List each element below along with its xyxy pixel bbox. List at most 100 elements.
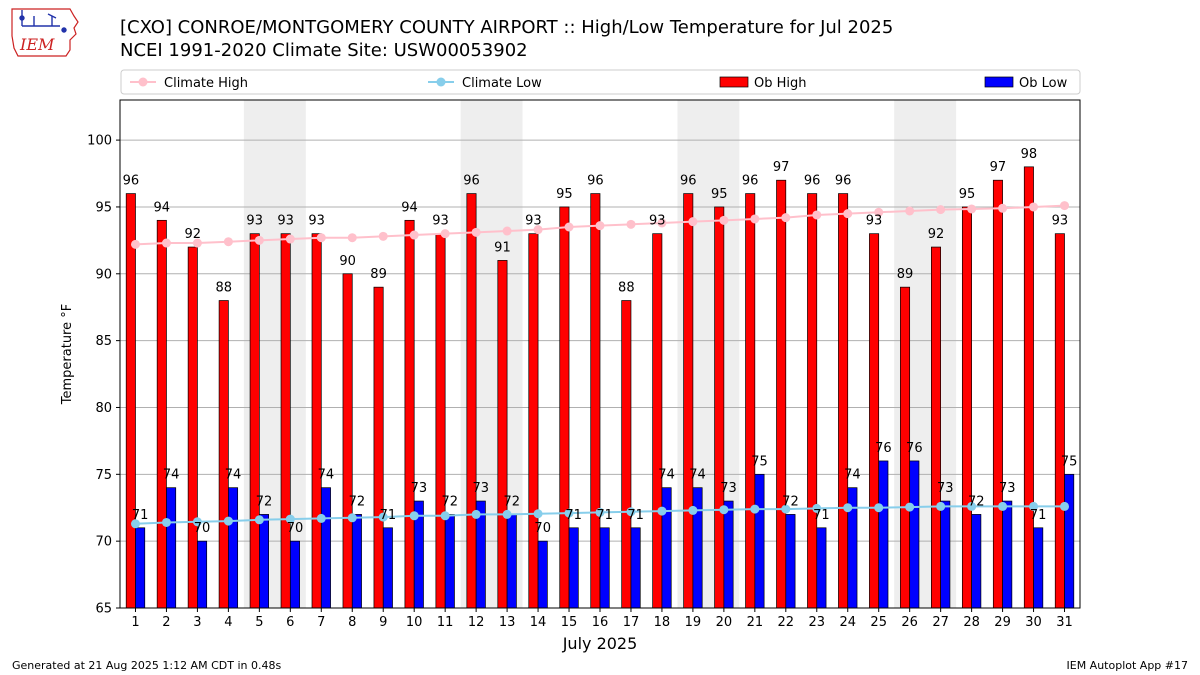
climate-high-point bbox=[564, 222, 574, 232]
logo-text: IEM bbox=[19, 35, 55, 54]
ob-high-value-label: 93 bbox=[432, 214, 449, 229]
climate-high-point bbox=[533, 225, 543, 235]
climate-low-point bbox=[378, 512, 388, 522]
ob-low-bar bbox=[661, 487, 672, 609]
climate-high-point bbox=[1060, 201, 1070, 211]
ob-low-value-label: 72 bbox=[968, 494, 985, 509]
climate-high-point bbox=[688, 217, 698, 227]
ob-high-bar bbox=[466, 193, 477, 609]
legend-ob-low-label: Ob Low bbox=[1019, 76, 1068, 91]
ob-low-bar bbox=[568, 527, 579, 609]
ob-high-bar bbox=[559, 206, 570, 609]
ob-high-value-label: 94 bbox=[154, 200, 171, 215]
ob-low-bar bbox=[351, 514, 362, 609]
ob-low-bar bbox=[1033, 527, 1044, 609]
ob-high-bar bbox=[249, 233, 260, 609]
ob-high-bar bbox=[435, 233, 446, 609]
ob-high-bar bbox=[931, 246, 941, 609]
ob-high-value-label: 93 bbox=[649, 214, 666, 229]
climate-high-point bbox=[285, 234, 295, 244]
ob-low-bar bbox=[692, 487, 703, 609]
climate-high-point bbox=[409, 230, 419, 240]
climate-high-point bbox=[502, 226, 512, 236]
ob-high-bar bbox=[280, 233, 291, 609]
x-tick-label: 22 bbox=[778, 615, 795, 630]
climate-low-point bbox=[502, 509, 512, 519]
ob-high-bar bbox=[528, 233, 539, 609]
ob-high-bar bbox=[776, 179, 787, 609]
ob-low-bar bbox=[785, 514, 796, 609]
climate-low-point bbox=[812, 503, 822, 513]
climate-low-point bbox=[130, 519, 140, 529]
climate-high-point bbox=[1029, 202, 1039, 212]
climate-high-point bbox=[998, 203, 1008, 213]
ob-low-bar bbox=[537, 540, 548, 609]
x-tick-label: 4 bbox=[224, 615, 232, 630]
climate-low-point bbox=[657, 506, 667, 516]
x-tick-label: 9 bbox=[379, 615, 387, 630]
ob-high-bar bbox=[961, 206, 972, 609]
ob-high-bar bbox=[745, 193, 756, 609]
x-tick-label: 15 bbox=[561, 615, 578, 630]
ob-low-value-label: 71 bbox=[565, 508, 582, 523]
ob-low-bar bbox=[1002, 500, 1013, 609]
ob-high-bar bbox=[156, 219, 167, 609]
ob-high-bar bbox=[497, 260, 508, 609]
legend-climate-low-label: Climate Low bbox=[462, 76, 542, 91]
ob-high-value-label: 96 bbox=[742, 174, 759, 189]
ob-high-value-label: 96 bbox=[804, 174, 821, 189]
ob-low-bar bbox=[909, 460, 920, 609]
ob-low-value-label: 75 bbox=[751, 454, 768, 469]
ob-low-bar bbox=[197, 540, 208, 609]
climate-high-point bbox=[719, 215, 729, 225]
ob-low-value-label: 73 bbox=[720, 481, 737, 496]
climate-high-point bbox=[378, 231, 388, 241]
ob-low-value-label: 72 bbox=[503, 494, 520, 509]
climate-low-point bbox=[471, 509, 481, 519]
ob-low-value-label: 71 bbox=[813, 508, 830, 523]
ob-low-bar bbox=[816, 527, 827, 609]
generated-note: Generated at 21 Aug 2025 1:12 AM CDT in … bbox=[12, 659, 282, 672]
ob-high-value-label: 95 bbox=[556, 187, 573, 202]
x-tick-label: 29 bbox=[994, 615, 1011, 630]
iowa-outline-shape bbox=[11, 8, 79, 57]
x-tick-label: 21 bbox=[747, 615, 764, 630]
ob-high-bar bbox=[807, 193, 818, 609]
y-tick-label: 100 bbox=[87, 134, 112, 149]
ob-high-value-label: 93 bbox=[866, 214, 883, 229]
x-tick-label: 25 bbox=[870, 615, 887, 630]
x-tick-label: 7 bbox=[317, 615, 325, 630]
x-tick-label: 18 bbox=[654, 615, 671, 630]
climate-high-point bbox=[440, 229, 450, 239]
y-tick-label: 80 bbox=[95, 401, 112, 416]
x-tick-label: 5 bbox=[255, 615, 263, 630]
ob-low-value-label: 71 bbox=[380, 508, 397, 523]
ob-high-value-label: 97 bbox=[990, 160, 1007, 175]
ob-high-bar bbox=[590, 193, 601, 609]
climate-high-point bbox=[967, 204, 977, 214]
legend-ob-high-label: Ob High bbox=[754, 76, 807, 91]
ob-high-value-label: 93 bbox=[246, 214, 263, 229]
ob-low-value-label: 72 bbox=[442, 494, 459, 509]
ob-high-bar bbox=[373, 286, 384, 609]
climate-low-point bbox=[750, 504, 760, 514]
climate-high-point bbox=[843, 209, 853, 219]
x-tick-label: 28 bbox=[963, 615, 980, 630]
x-tick-label: 30 bbox=[1025, 615, 1042, 630]
climate-high-point bbox=[161, 238, 171, 248]
ob-high-value-label: 98 bbox=[1021, 147, 1038, 162]
y-tick-label: 75 bbox=[95, 468, 112, 483]
x-tick-label: 1 bbox=[131, 615, 139, 630]
ob-low-value-label: 72 bbox=[256, 494, 273, 509]
ob-low-value-label: 71 bbox=[627, 508, 644, 523]
legend-ob-low-swatch bbox=[984, 76, 1014, 88]
ob-high-value-label: 92 bbox=[185, 227, 202, 242]
x-tick-label: 17 bbox=[623, 615, 640, 630]
climate-high-point bbox=[626, 219, 636, 229]
ob-low-bar bbox=[320, 487, 331, 609]
ob-high-bar bbox=[1054, 233, 1065, 609]
y-tick-label: 65 bbox=[95, 602, 112, 617]
climate-high-point bbox=[192, 238, 202, 248]
x-tick-label: 11 bbox=[437, 615, 454, 630]
climate-high-point bbox=[595, 221, 605, 231]
